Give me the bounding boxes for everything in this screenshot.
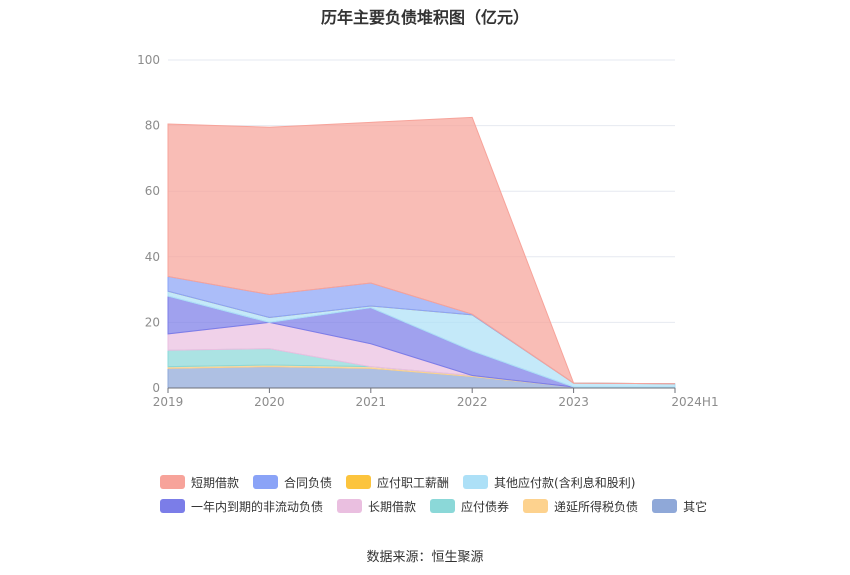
legend-swatch (523, 499, 549, 513)
legend-label: 其它 (683, 499, 708, 514)
legend-label: 应付职工薪酬 (377, 475, 450, 490)
legend-label: 长期借款 (368, 499, 417, 514)
legend-swatch (253, 475, 279, 489)
y-tick-label: 20 (145, 315, 160, 329)
legend-swatch (430, 499, 456, 513)
y-tick-label: 80 (145, 119, 160, 133)
legend-item[interactable]: 一年内到期的非流动负债 (160, 498, 323, 515)
y-tick-label: 100 (137, 53, 160, 67)
legend-swatch (463, 475, 489, 489)
y-tick-label: 40 (145, 250, 160, 264)
source-note: 数据来源：恒生聚源 (366, 550, 484, 565)
x-tick-label: 2020 (254, 395, 285, 409)
legend-swatch (160, 475, 185, 489)
legend-item[interactable]: 其它 (652, 498, 707, 515)
x-tick-label: 2021 (356, 395, 387, 409)
area-series-8[interactable] (167, 116, 676, 385)
legend-row: 一年内到期的非流动负债 长期借款 应付债券 递延所得税负债 其它 (160, 494, 720, 518)
x-tick-label: 2024H1 (671, 395, 718, 409)
axis-layer: 0 20 40 60 80 100 2019 2020 2021 2022 2023 2024H1 (137, 53, 719, 409)
legend-item[interactable]: 其他应付款(含利息和股利) (463, 474, 635, 491)
legend-swatch (160, 499, 185, 513)
legend-label: 短期借款 (191, 475, 240, 490)
legend-item[interactable]: 应付职工薪酬 (346, 474, 449, 491)
legend-item[interactable]: 递延所得税负债 (523, 498, 638, 515)
x-tick-label: 2023 (558, 395, 589, 409)
y-tick-label: 60 (145, 184, 160, 198)
legend-swatch (652, 499, 678, 513)
y-tick-label: 0 (152, 381, 160, 395)
legend-row: 短期借款 合同负债 应付职工薪酬 其他应付款(含利息和股利) (160, 470, 720, 494)
legend-item[interactable]: 短期借款 (160, 474, 239, 491)
x-tick-label: 2022 (457, 395, 488, 409)
legend-item[interactable]: 应付债券 (430, 498, 509, 515)
x-tick-label: 2019 (153, 395, 184, 409)
area-layer (167, 116, 676, 389)
legend-item[interactable]: 合同负债 (253, 474, 332, 491)
legend-label: 其他应付款(含利息和股利) (494, 475, 636, 490)
legend-item[interactable]: 长期借款 (337, 498, 416, 515)
chart-title: 历年主要负债堆积图（亿元） (320, 8, 529, 27)
legend-label: 递延所得税负债 (554, 499, 639, 514)
legend-swatch (346, 475, 372, 489)
legend-label: 应付债券 (461, 499, 510, 514)
legend-label: 合同负债 (284, 475, 333, 490)
legend: 短期借款 合同负债 应付职工薪酬 其他应付款(含利息和股利) 一年内到期的非流动负债 长… (160, 470, 720, 518)
legend-swatch (337, 499, 363, 513)
legend-label: 一年内到期的非流动负债 (191, 499, 324, 514)
